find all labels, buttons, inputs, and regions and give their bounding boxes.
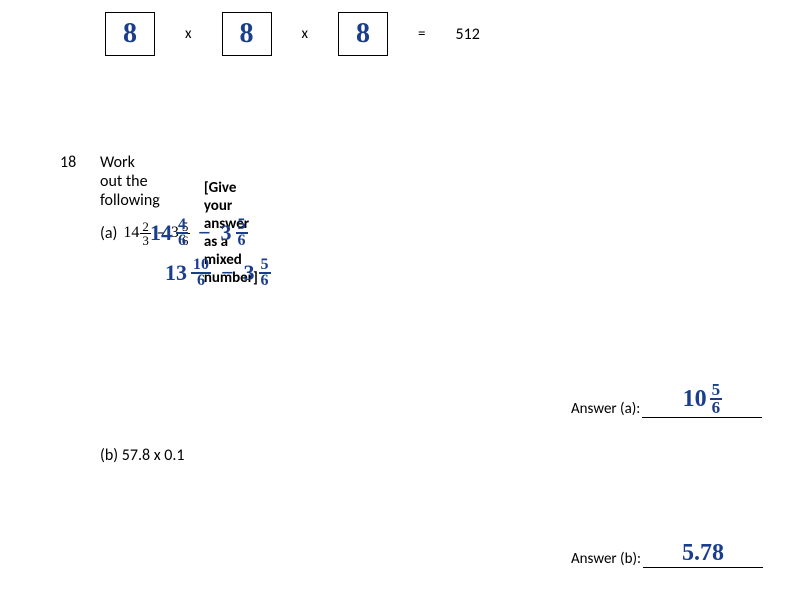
answer-a-row: Answer (a): 10 5 6 — [571, 392, 762, 418]
equals-sign: = — [418, 25, 425, 43]
answer-b-row: Answer (b): 5.78 — [571, 542, 763, 568]
ans-a-den: 6 — [710, 400, 723, 415]
factor-2-value: 8 — [240, 18, 254, 50]
working-line-2: 13 10 6 − 3 5 6 — [165, 258, 271, 289]
answer-a-value: 10 5 6 — [683, 382, 723, 415]
factor-box-2[interactable]: 8 — [222, 12, 272, 56]
factor-box-3[interactable]: 8 — [338, 12, 388, 56]
term1-whole: 14 — [123, 224, 139, 242]
w1-a-frac: 4 6 — [176, 218, 188, 249]
working-line-1: 14 4 6 − 3 5 6 — [150, 218, 248, 249]
cube-equation-row: 8 x 8 x 8 = 512 — [105, 12, 480, 56]
factor-1-value: 8 — [123, 18, 137, 50]
equation-result: 512 — [455, 25, 479, 44]
times-op-1: x — [185, 25, 192, 43]
w2-b-whole: 3 — [244, 260, 255, 286]
w2-b-den: 6 — [259, 274, 271, 288]
part-a-label: (a) — [100, 224, 117, 243]
question-number: 18 — [60, 153, 76, 172]
answer-b-label: Answer (b): — [571, 550, 641, 568]
w1-b-den: 6 — [236, 234, 248, 248]
w2-a-frac: 10 6 — [191, 258, 211, 289]
w2-a-whole: 13 — [165, 260, 187, 286]
w1-b-whole: 3 — [221, 220, 232, 246]
answer-a-field[interactable]: 10 5 6 — [642, 392, 762, 418]
factor-3-value: 8 — [356, 18, 370, 50]
part-b: (b) 57.8 x 0.1 — [100, 446, 185, 465]
ans-a-frac: 5 6 — [710, 382, 723, 415]
times-op-2: x — [302, 25, 309, 43]
w1-b-frac: 5 6 — [236, 218, 248, 249]
w2-a-den: 6 — [195, 274, 207, 288]
answer-b-field[interactable]: 5.78 — [643, 542, 763, 568]
w1-op: − — [198, 220, 211, 246]
answer-b-value: 5.78 — [682, 541, 724, 565]
answer-a-label: Answer (a): — [571, 400, 640, 418]
factor-box-1[interactable]: 8 — [105, 12, 155, 56]
ans-a-whole: 10 — [683, 387, 707, 411]
part-b-text: (b) 57.8 x 0.1 — [100, 446, 185, 465]
w2-op: − — [221, 260, 234, 286]
w2-b-frac: 5 6 — [259, 258, 271, 289]
w1-a-whole: 14 — [150, 220, 172, 246]
term-1: 14 2 3 — [123, 220, 151, 247]
w1-a-den: 6 — [176, 234, 188, 248]
